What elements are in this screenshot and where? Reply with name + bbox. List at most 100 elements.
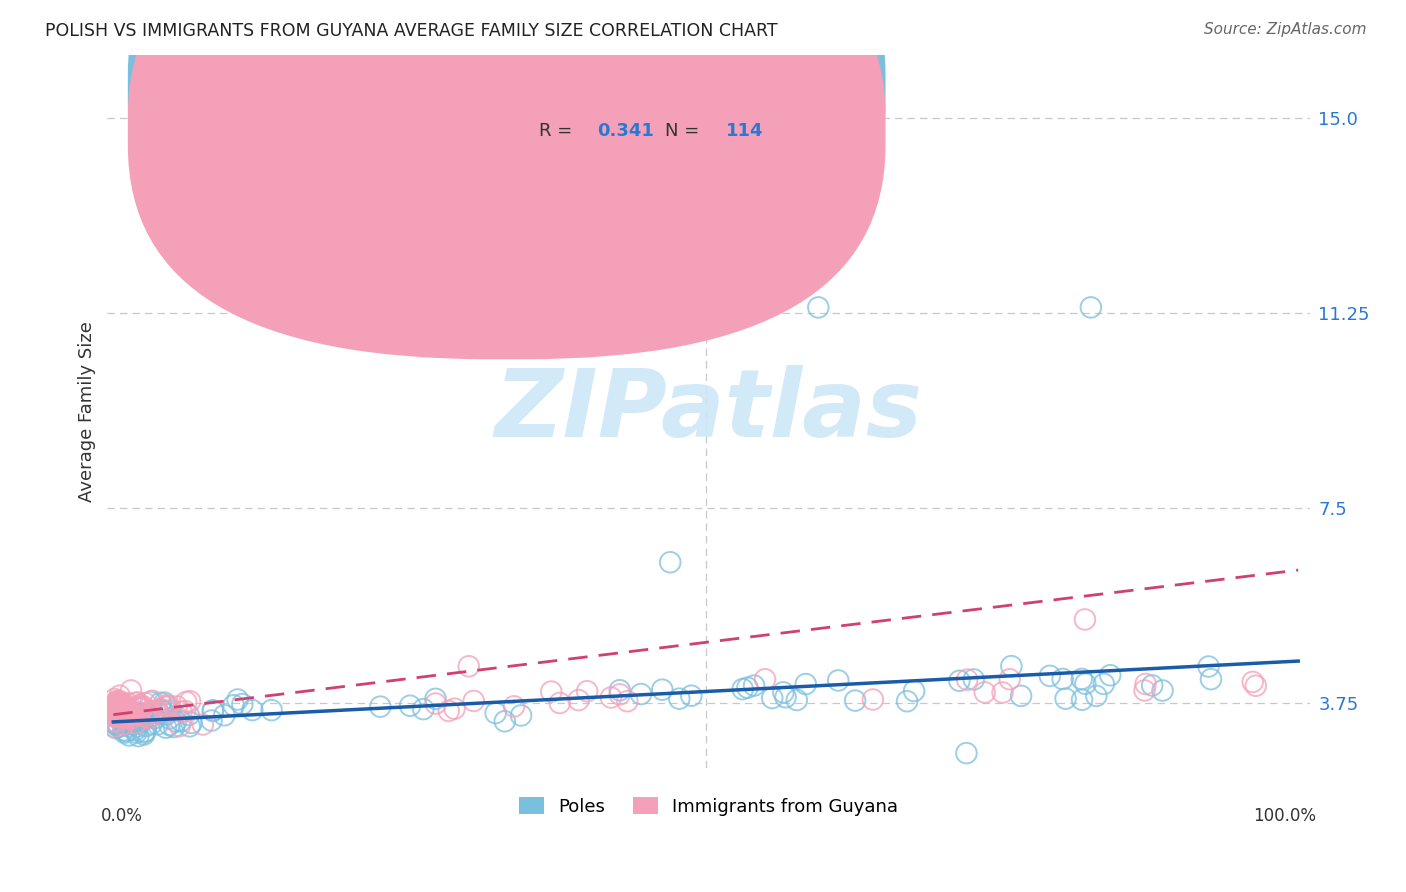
Point: [609, 683, 631, 698]
Point: [132, 712, 155, 726]
Point: [120, 712, 142, 726]
Point: [112, 715, 135, 730]
Point: [1244, 679, 1267, 693]
Point: [226, 692, 249, 706]
Point: [862, 692, 884, 706]
Text: 0.341: 0.341: [598, 121, 654, 139]
Point: [616, 694, 638, 708]
Point: [138, 711, 160, 725]
Point: [148, 706, 170, 721]
Point: [112, 717, 135, 731]
Point: [1133, 683, 1156, 698]
Point: [169, 719, 191, 733]
Text: 0.281: 0.281: [598, 79, 654, 97]
Point: [485, 706, 508, 720]
Point: [127, 698, 149, 713]
Text: R =: R =: [538, 121, 578, 139]
Point: [128, 716, 150, 731]
Point: [110, 706, 132, 721]
Point: [1074, 677, 1097, 691]
Point: [110, 697, 132, 711]
Point: [1054, 691, 1077, 706]
Point: [157, 718, 180, 732]
Point: [117, 701, 139, 715]
Point: [124, 708, 146, 723]
Point: [134, 696, 156, 710]
Point: [170, 705, 193, 719]
Point: [153, 696, 176, 710]
Point: [103, 719, 125, 733]
Point: [129, 700, 152, 714]
Point: [844, 693, 866, 707]
Point: [998, 673, 1021, 687]
Point: [1000, 659, 1022, 673]
Point: [111, 707, 134, 722]
Point: [108, 695, 131, 709]
Point: [122, 708, 145, 723]
Point: [108, 711, 131, 725]
Point: [117, 708, 139, 723]
Point: [567, 693, 589, 707]
Point: [103, 709, 125, 723]
Point: [1080, 301, 1102, 315]
Point: [179, 719, 201, 733]
Point: [127, 720, 149, 734]
Point: [681, 689, 703, 703]
Point: [166, 699, 188, 714]
Point: [510, 708, 533, 723]
Point: [107, 707, 129, 722]
Point: [103, 716, 125, 731]
Point: [139, 695, 162, 709]
Point: [115, 724, 138, 739]
Text: N =: N =: [665, 121, 706, 139]
Point: [737, 681, 759, 695]
Text: POLISH VS IMMIGRANTS FROM GUYANA AVERAGE FAMILY SIZE CORRELATION CHART: POLISH VS IMMIGRANTS FROM GUYANA AVERAGE…: [45, 22, 778, 40]
Legend: Poles, Immigrants from Guyana: Poles, Immigrants from Guyana: [512, 789, 905, 822]
Point: [651, 682, 673, 697]
Point: [120, 709, 142, 723]
Point: [165, 714, 187, 729]
Point: [370, 699, 392, 714]
Point: [104, 706, 127, 721]
Point: [786, 693, 808, 707]
Point: [146, 705, 169, 719]
Point: [124, 723, 146, 737]
Text: ZIPatlas: ZIPatlas: [495, 366, 922, 458]
Point: [155, 698, 177, 713]
Point: [107, 708, 129, 723]
Point: [659, 555, 682, 569]
Point: [103, 692, 125, 706]
Point: [112, 699, 135, 714]
Point: [131, 707, 153, 722]
Point: [540, 684, 562, 698]
Point: [122, 707, 145, 722]
Point: [827, 673, 849, 688]
Point: [159, 711, 181, 725]
Point: [174, 704, 197, 718]
Point: [125, 714, 148, 729]
Point: [115, 701, 138, 715]
Point: [973, 685, 995, 699]
Point: [503, 699, 526, 714]
Point: [222, 698, 245, 713]
Point: [112, 725, 135, 739]
Point: [955, 746, 977, 760]
Point: [170, 714, 193, 729]
FancyBboxPatch shape: [128, 0, 886, 318]
Point: [111, 710, 134, 724]
Point: [191, 717, 214, 731]
Point: [104, 721, 127, 735]
Point: [105, 718, 128, 732]
Point: [105, 715, 128, 730]
Point: [121, 707, 143, 722]
Point: [134, 709, 156, 723]
Point: [128, 706, 150, 720]
Point: [260, 703, 283, 717]
Point: [107, 697, 129, 711]
Point: [240, 703, 263, 717]
Point: [134, 725, 156, 739]
Point: [108, 689, 131, 703]
Point: [111, 696, 134, 710]
Point: [494, 714, 516, 729]
Point: [141, 694, 163, 708]
